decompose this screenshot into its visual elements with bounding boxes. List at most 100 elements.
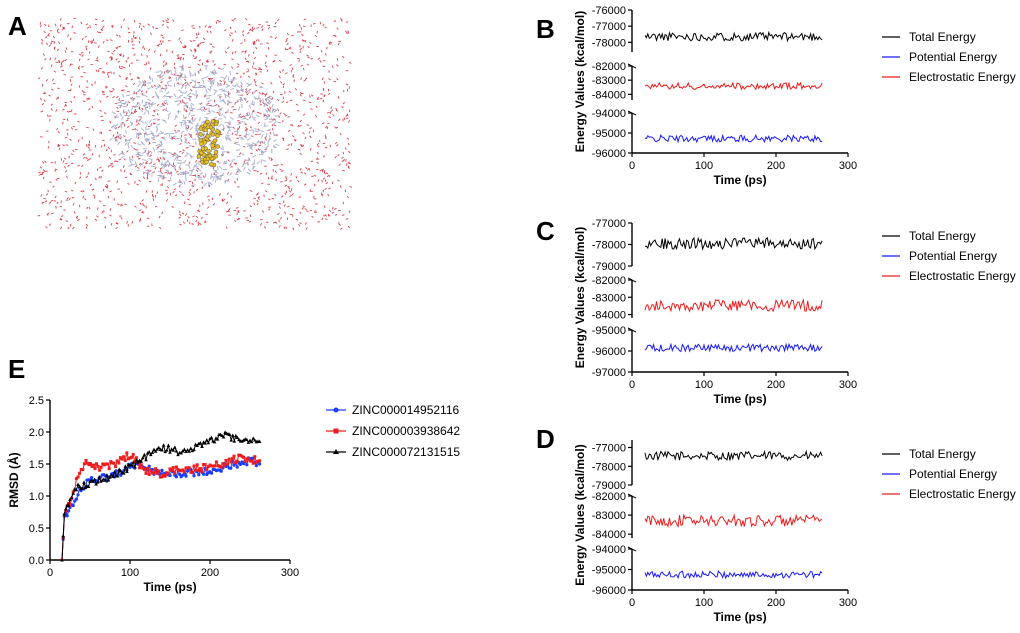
- water-molecule: [134, 36, 138, 39]
- protein-atom: [222, 77, 226, 82]
- water-molecule: [280, 195, 284, 198]
- water-molecule: [57, 144, 61, 147]
- protein-atom: [236, 131, 239, 136]
- water-molecule: [298, 59, 301, 63]
- water-molecule: [331, 206, 334, 210]
- water-molecule: [118, 125, 121, 129]
- water-molecule: [145, 62, 148, 65]
- protein-atom: [212, 173, 217, 176]
- y-tick-label: -78000: [592, 461, 626, 473]
- rmsd-point: [80, 486, 85, 490]
- protein-atom: [174, 100, 179, 103]
- rmsd-point: [248, 438, 252, 442]
- protein-atom: [157, 150, 162, 153]
- water-molecule: [187, 141, 191, 145]
- protein-atom: [119, 104, 122, 109]
- protein-atom: [132, 90, 136, 95]
- protein-atom: [187, 92, 192, 96]
- rmsd-point: [179, 469, 183, 473]
- x-tick-label: 0: [47, 567, 53, 579]
- water-molecule: [70, 127, 74, 130]
- water-molecule: [235, 162, 238, 166]
- water-molecule: [224, 111, 228, 114]
- rmsd-point: [133, 460, 137, 464]
- protein-atom: [156, 95, 160, 100]
- rmsd-point: [125, 451, 129, 455]
- water-molecule: [283, 204, 286, 207]
- protein-atom: [178, 183, 182, 188]
- water-molecule: [297, 149, 301, 151]
- rmsd-point: [165, 448, 169, 452]
- water-molecule: [111, 52, 114, 55]
- water-molecule: [98, 175, 101, 179]
- water-molecule: [317, 179, 320, 182]
- y-tick-label: -76000: [592, 5, 626, 17]
- water-molecule: [89, 183, 93, 187]
- water-molecule: [195, 215, 199, 219]
- water-molecule: [299, 94, 302, 97]
- water-molecule: [142, 45, 144, 49]
- protein-atom: [271, 109, 274, 114]
- protein-atom: [197, 69, 201, 74]
- rmsd-point: [74, 477, 78, 481]
- protein-atom: [167, 115, 170, 120]
- protein-atom: [137, 115, 143, 118]
- water-molecule: [50, 64, 53, 68]
- protein-atom: [173, 156, 178, 161]
- protein-atom: [213, 169, 218, 174]
- protein-atom: [240, 88, 244, 93]
- water-molecule: [182, 149, 185, 152]
- rmsd-point: [67, 509, 71, 513]
- water-molecule: [188, 191, 191, 194]
- rmsd-point: [157, 445, 161, 450]
- water-molecule: [86, 206, 89, 210]
- water-molecule: [277, 98, 280, 102]
- rmsd-point: [97, 474, 102, 479]
- water-molecule: [171, 206, 174, 208]
- water-molecule: [123, 18, 126, 21]
- rmsd-point: [160, 475, 164, 479]
- water-molecule: [143, 47, 146, 50]
- rmsd-point: [237, 453, 241, 457]
- water-molecule: [211, 46, 215, 48]
- ligand-atom: [196, 154, 202, 159]
- rmsd-point: [106, 462, 110, 466]
- water-molecule: [161, 24, 165, 26]
- protein-atom: [244, 134, 248, 139]
- water-molecule: [291, 193, 294, 196]
- water-molecule: [290, 172, 293, 176]
- protein-atom: [167, 112, 172, 116]
- water-molecule: [82, 153, 86, 156]
- water-molecule: [334, 207, 337, 210]
- x-tick-label: 200: [767, 379, 785, 391]
- water-molecule: [244, 39, 246, 42]
- water-molecule: [111, 25, 113, 28]
- water-molecule: [304, 208, 308, 211]
- rmsd-point: [89, 476, 94, 480]
- rmsd-point: [215, 437, 220, 441]
- water-molecule: [265, 103, 269, 107]
- protein-atom: [218, 123, 222, 127]
- rmsd-point: [152, 447, 156, 451]
- rmsd-point: [128, 456, 132, 460]
- water-molecule: [288, 190, 292, 193]
- protein-atom: [206, 112, 211, 115]
- water-molecule: [134, 180, 136, 184]
- water-molecule: [342, 55, 345, 59]
- water-molecule: [84, 198, 87, 201]
- water-molecule: [70, 100, 73, 103]
- water-molecule: [278, 225, 281, 228]
- legend-label: Potential Energy: [909, 50, 997, 64]
- rmsd-point: [134, 458, 139, 462]
- water-molecule: [130, 62, 134, 64]
- water-molecule: [328, 174, 331, 178]
- protein-atom: [246, 111, 249, 116]
- water-molecule: [141, 211, 145, 214]
- water-molecule: [280, 163, 284, 166]
- protein-atom: [149, 152, 153, 157]
- legend-label: ZINC000003938642: [352, 424, 460, 438]
- water-molecule: [125, 112, 128, 115]
- water-molecule: [246, 93, 249, 96]
- protein-atom: [209, 85, 212, 90]
- water-molecule: [282, 119, 284, 123]
